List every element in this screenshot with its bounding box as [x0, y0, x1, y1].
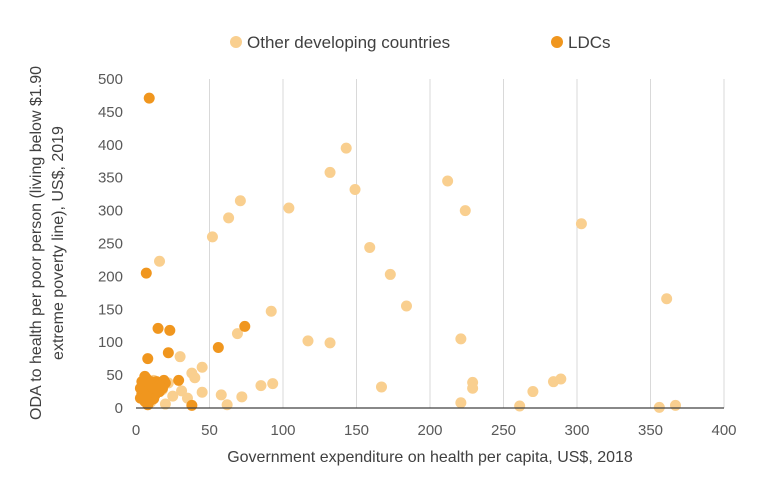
legend-marker-ldcs: [551, 36, 563, 48]
point-ldcs-3: [152, 322, 164, 334]
x-axis-title: Government expenditure on health per cap…: [227, 449, 633, 466]
point-other-developing-countries-10: [400, 300, 412, 312]
point-other-developing-countries-3: [234, 195, 246, 207]
point-other-developing-countries-6: [206, 231, 218, 243]
y-axis-ticks: 0 50 100 150 200 250 300 350 400 450 500: [98, 71, 123, 417]
x-tick-label-200: 200: [417, 422, 442, 439]
point-other-developing-countries-41: [653, 401, 665, 413]
x-tick-label-350: 350: [638, 422, 663, 439]
y-axis-title-line-2: extreme poverty line), US$, 2019: [50, 126, 67, 360]
y-tick-label-350: 350: [98, 170, 123, 187]
point-other-developing-countries-42: [669, 399, 681, 411]
y-tick-label-200: 200: [98, 268, 123, 285]
x-tick-label-400: 400: [711, 422, 736, 439]
point-other-developing-countries-24: [255, 380, 267, 392]
point-other-developing-countries-0: [340, 142, 352, 154]
point-ldcs-38: [140, 390, 152, 402]
point-ldcs-9: [186, 399, 198, 411]
x-tick-label-250: 250: [491, 422, 516, 439]
x-tick-label-0: 0: [132, 422, 140, 439]
point-other-developing-countries-39: [455, 397, 467, 409]
point-other-developing-countries-20: [174, 351, 186, 363]
y-tick-label-300: 300: [98, 203, 123, 220]
legend-label-other-developing-countries: Other developing countries: [247, 33, 450, 52]
y-tick-label-50: 50: [106, 367, 123, 384]
point-other-developing-countries-28: [467, 382, 479, 394]
point-ldcs-5: [212, 341, 224, 353]
point-ldcs-2: [239, 320, 251, 332]
y-tick-label-100: 100: [98, 334, 123, 351]
point-other-developing-countries-2: [349, 184, 361, 196]
point-ldcs-7: [142, 353, 154, 365]
series-other-developing-countries: [142, 142, 681, 413]
x-tick-label-50: 50: [201, 422, 218, 439]
point-other-developing-countries-33: [196, 386, 208, 398]
point-other-developing-countries-35: [236, 391, 248, 403]
point-other-developing-countries-40: [514, 400, 526, 412]
point-other-developing-countries-26: [375, 381, 387, 393]
y-tick-label-0: 0: [115, 400, 123, 417]
x-tick-label-300: 300: [564, 422, 589, 439]
point-ldcs-4: [164, 324, 176, 336]
point-other-developing-countries-21: [196, 361, 208, 373]
point-other-developing-countries-16: [231, 328, 243, 340]
point-other-developing-countries-25: [267, 378, 279, 390]
point-other-developing-countries-15: [265, 305, 277, 317]
point-ldcs-1: [140, 267, 152, 279]
point-ldcs-8: [173, 374, 185, 386]
y-tick-label-500: 500: [98, 71, 123, 88]
point-other-developing-countries-13: [575, 218, 587, 230]
point-other-developing-countries-37: [159, 398, 171, 410]
point-other-developing-countries-8: [364, 241, 376, 253]
point-other-developing-countries-14: [661, 293, 673, 305]
legend-marker-other-developing-countries: [230, 36, 242, 48]
point-other-developing-countries-1: [324, 166, 336, 178]
point-other-developing-countries-19: [455, 333, 467, 345]
point-other-developing-countries-5: [283, 202, 295, 214]
point-other-developing-countries-23: [189, 372, 201, 384]
y-axis-title-line-1: ODA to health per poor person (living be…: [28, 66, 45, 420]
point-ldcs-40: [136, 376, 148, 388]
point-other-developing-countries-34: [215, 389, 227, 401]
series-ldcs: [134, 92, 251, 411]
y-tick-label-450: 450: [98, 104, 123, 121]
point-other-developing-countries-11: [442, 175, 454, 187]
x-tick-label-100: 100: [270, 422, 295, 439]
point-other-developing-countries-12: [459, 205, 471, 217]
y-tick-label-250: 250: [98, 236, 123, 253]
point-other-developing-countries-31: [555, 373, 567, 385]
legend: Other developing countries LDCs: [230, 33, 611, 52]
point-other-developing-countries-9: [384, 268, 396, 280]
point-ldcs-0: [143, 92, 155, 104]
y-tick-label-400: 400: [98, 137, 123, 154]
point-other-developing-countries-18: [324, 337, 336, 349]
point-other-developing-countries-4: [223, 212, 235, 224]
x-tick-label-150: 150: [344, 422, 369, 439]
point-other-developing-countries-17: [302, 335, 314, 347]
legend-label-ldcs: LDCs: [568, 33, 611, 52]
point-other-developing-countries-7: [154, 255, 166, 267]
point-ldcs-41: [149, 382, 161, 394]
y-tick-label-150: 150: [98, 301, 123, 318]
x-axis-ticks: 0 50 100 150 200 250 300 350 400: [132, 422, 737, 439]
point-other-developing-countries-50: [167, 390, 179, 402]
point-ldcs-6: [162, 347, 174, 359]
gridlines: [209, 79, 725, 408]
point-other-developing-countries-29: [527, 386, 539, 398]
